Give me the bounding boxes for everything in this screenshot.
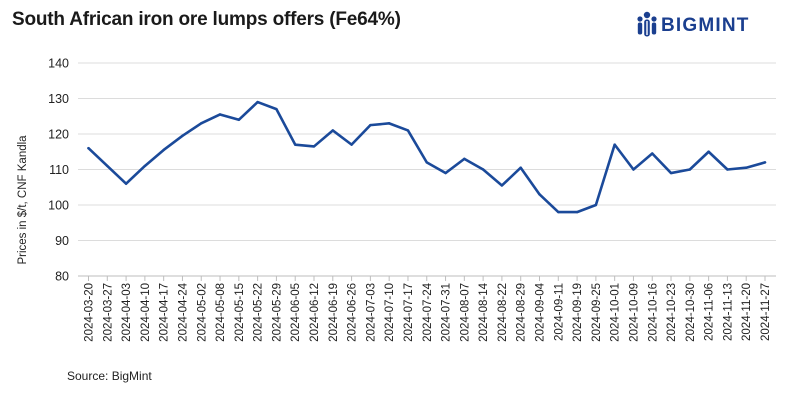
logo-text: BIGMINT — [661, 15, 750, 36]
bigmint-people-icon — [637, 11, 657, 37]
data-point — [425, 161, 428, 164]
data-point — [500, 184, 504, 187]
x-tick-label: 2024-10-09 — [628, 283, 640, 342]
data-point — [481, 168, 485, 171]
data-point — [594, 203, 598, 207]
x-tick-label: 2024-04-17 — [159, 283, 171, 342]
data-point — [669, 171, 673, 175]
data-point — [406, 129, 410, 132]
y-tick-label: 130 — [48, 92, 69, 106]
y-tick-label: 110 — [49, 163, 69, 177]
data-point — [162, 148, 165, 152]
x-tick-label: 2024-04-03 — [121, 283, 133, 342]
data-point — [237, 118, 241, 122]
data-point — [575, 210, 579, 214]
data-point — [745, 166, 748, 169]
data-point — [124, 182, 128, 185]
x-tick-label: 2024-05-22 — [253, 283, 265, 342]
data-point — [200, 122, 203, 125]
bigmint-logo: BIGMINT — [636, 11, 796, 41]
y-tick-label: 80 — [55, 270, 69, 284]
x-tick-label: 2024-05-29 — [271, 283, 283, 342]
x-tick-label: 2024-09-25 — [591, 283, 603, 342]
data-point — [369, 123, 372, 127]
data-point — [632, 168, 635, 171]
data-point — [256, 100, 259, 104]
x-tick-label: 2024-03-20 — [84, 283, 96, 342]
x-tick-label: 2024-07-31 — [441, 283, 453, 342]
x-tick-label: 2024-06-26 — [347, 283, 359, 342]
data-point — [218, 113, 222, 116]
x-tick-label: 2024-05-15 — [234, 283, 246, 342]
x-tick-label: 2024-05-08 — [215, 283, 227, 342]
x-tick-label: 2024-10-30 — [685, 283, 697, 342]
data-point — [275, 107, 278, 111]
y-tick-label: 90 — [55, 234, 69, 248]
y-tick-label: 120 — [48, 128, 69, 142]
x-tick-label: 2024-08-29 — [516, 283, 528, 342]
data-point — [294, 143, 297, 146]
data-point — [726, 168, 729, 171]
data-point — [331, 129, 334, 132]
y-tick-label: 100 — [48, 199, 69, 213]
x-tick-label: 2024-06-19 — [328, 283, 340, 342]
data-point — [143, 164, 147, 168]
x-tick-label: 2024-11-13 — [722, 283, 734, 341]
data-point — [444, 171, 447, 175]
data-point — [463, 157, 466, 161]
x-tick-label: 2024-03-27 — [102, 283, 114, 342]
x-tick-label: 2024-08-07 — [459, 283, 471, 342]
x-tick-label: 2024-10-01 — [610, 283, 622, 342]
x-tick-label: 2024-09-04 — [535, 282, 547, 341]
x-tick-label: 2024-10-16 — [647, 283, 659, 342]
data-point — [613, 143, 616, 146]
series-line — [87, 100, 767, 214]
x-tick-label: 2024-04-10 — [140, 283, 152, 342]
data-point — [106, 164, 109, 168]
x-tick-label: 2024-11-27 — [760, 283, 772, 341]
x-tick-label: 2024-07-10 — [384, 283, 396, 342]
data-point — [519, 166, 522, 169]
data-point — [312, 145, 316, 148]
x-tick-label: 2024-10-23 — [666, 283, 678, 342]
data-point — [763, 161, 767, 164]
data-point — [688, 168, 692, 171]
data-point — [350, 143, 353, 146]
x-tick-label: 2024-07-03 — [365, 283, 377, 342]
data-point — [651, 152, 654, 155]
x-tick-label: 2024-07-24 — [422, 282, 434, 341]
x-tick-label: 2024-05-02 — [196, 283, 208, 342]
x-tick-label: 2024-08-14 — [478, 282, 490, 341]
data-point — [707, 150, 710, 153]
x-tick-label: 2024-07-17 — [403, 283, 415, 342]
x-tick-label: 2024-11-20 — [741, 283, 753, 341]
data-point — [87, 147, 90, 150]
x-tick-label: 2024-04-24 — [177, 282, 189, 341]
data-point — [538, 193, 541, 196]
source-note: Source: BigMint — [67, 369, 152, 383]
x-tick-label: 2024-06-12 — [309, 283, 321, 342]
chart-title: South African iron ore lumps offers (Fe6… — [12, 9, 401, 30]
data-point — [387, 122, 391, 125]
x-tick-label: 2024-08-22 — [497, 283, 509, 342]
x-tick-label: 2024-11-06 — [704, 283, 716, 341]
x-tick-label: 2024-09-11 — [553, 283, 565, 341]
x-tick-label: 2024-09-19 — [572, 283, 584, 342]
y-axis-label: Prices in $/t, CNF Kandla — [17, 135, 29, 265]
data-point — [181, 134, 184, 137]
x-tick-label: 2024-06-05 — [290, 283, 302, 342]
data-point — [557, 210, 560, 214]
y-tick-label: 140 — [48, 57, 69, 71]
